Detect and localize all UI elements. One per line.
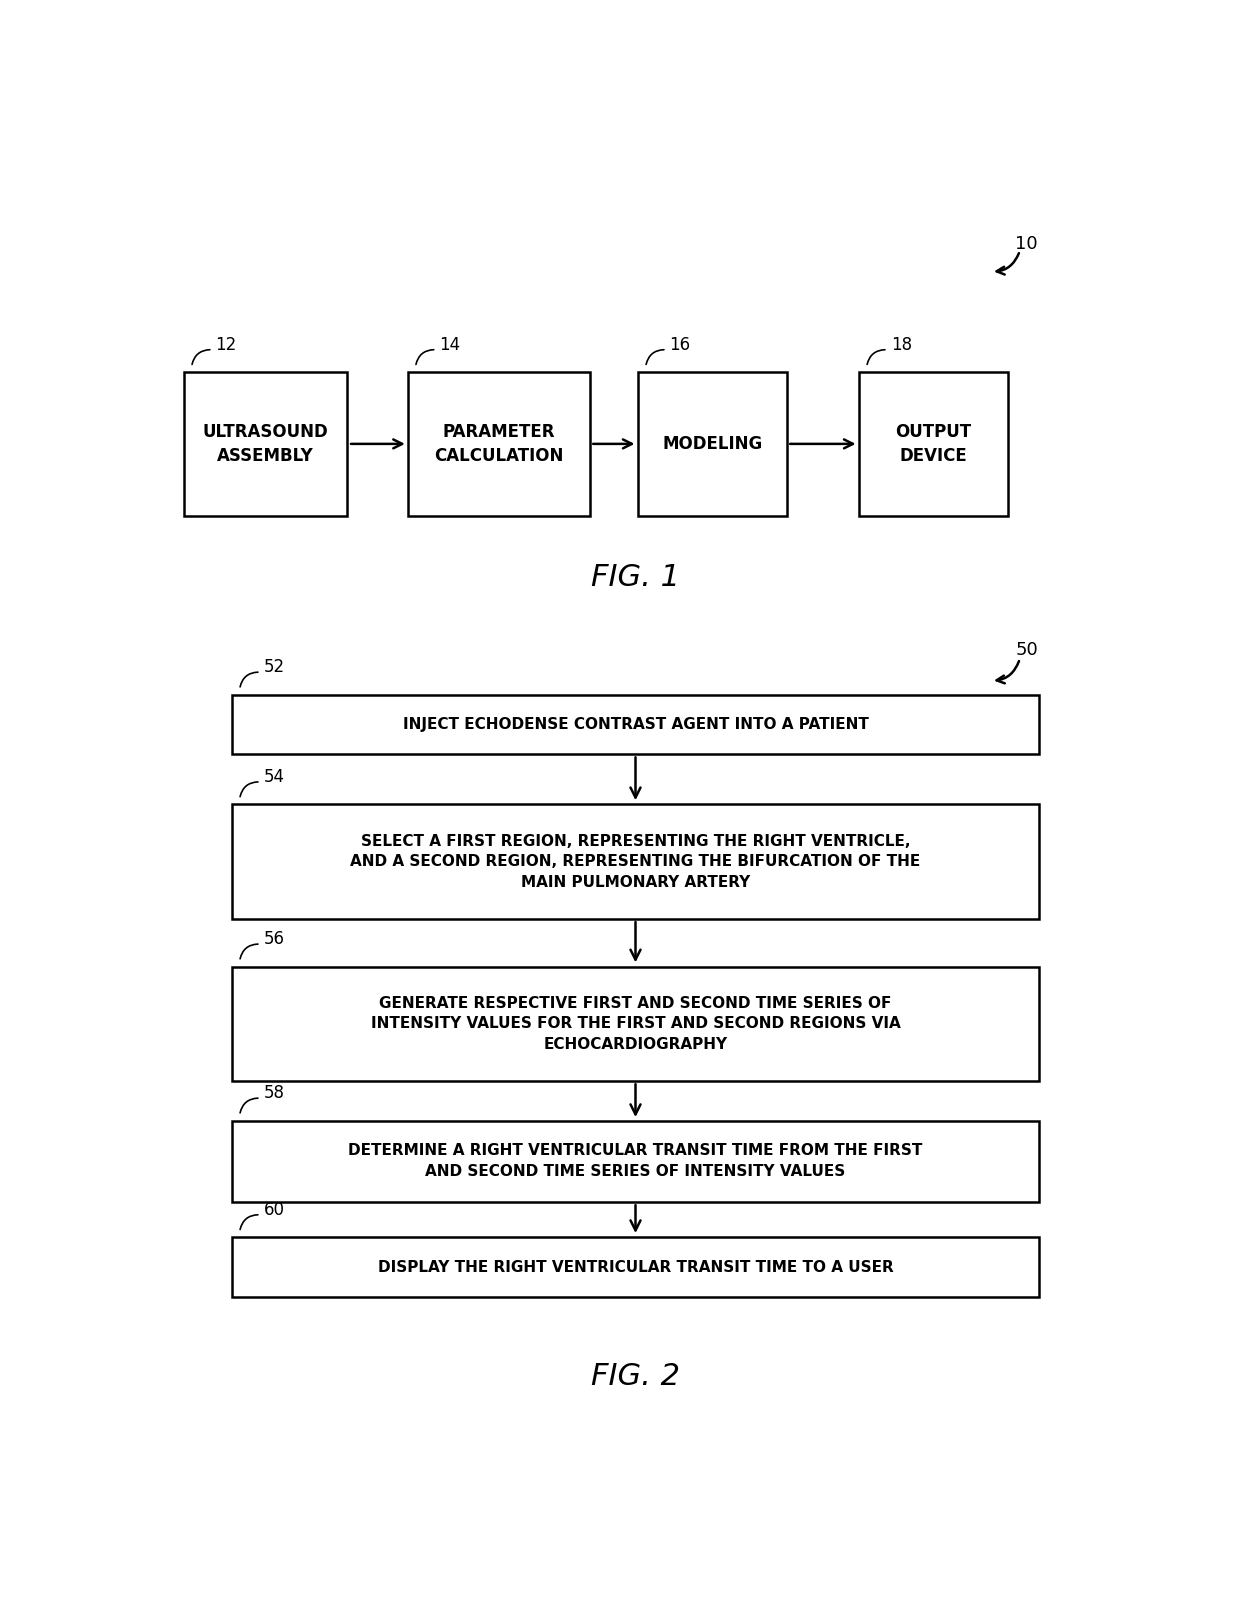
Text: INJECT ECHODENSE CONTRAST AGENT INTO A PATIENT: INJECT ECHODENSE CONTRAST AGENT INTO A P… [403, 718, 868, 732]
Text: DETERMINE A RIGHT VENTRICULAR TRANSIT TIME FROM THE FIRST
AND SECOND TIME SERIES: DETERMINE A RIGHT VENTRICULAR TRANSIT TI… [348, 1144, 923, 1179]
Text: MODELING: MODELING [662, 434, 763, 454]
Text: FIG. 2: FIG. 2 [591, 1362, 680, 1392]
Text: 14: 14 [439, 335, 460, 353]
Text: DISPLAY THE RIGHT VENTRICULAR TRANSIT TIME TO A USER: DISPLAY THE RIGHT VENTRICULAR TRANSIT TI… [378, 1260, 893, 1275]
Text: 54: 54 [264, 768, 285, 786]
Text: SELECT A FIRST REGION, REPRESENTING THE RIGHT VENTRICLE,
AND A SECOND REGION, RE: SELECT A FIRST REGION, REPRESENTING THE … [351, 834, 920, 889]
Text: 60: 60 [264, 1200, 285, 1218]
FancyBboxPatch shape [637, 373, 787, 515]
FancyBboxPatch shape [232, 695, 1039, 755]
FancyBboxPatch shape [232, 805, 1039, 919]
Text: 10: 10 [1016, 235, 1038, 253]
FancyBboxPatch shape [859, 373, 1008, 515]
Text: 12: 12 [216, 335, 237, 353]
Text: 16: 16 [670, 335, 691, 353]
FancyBboxPatch shape [184, 373, 347, 515]
Text: 58: 58 [264, 1084, 285, 1102]
Text: 52: 52 [264, 658, 285, 676]
Text: 56: 56 [264, 930, 285, 948]
FancyBboxPatch shape [232, 1238, 1039, 1298]
Text: GENERATE RESPECTIVE FIRST AND SECOND TIME SERIES OF
INTENSITY VALUES FOR THE FIR: GENERATE RESPECTIVE FIRST AND SECOND TIM… [371, 996, 900, 1051]
Text: 50: 50 [1016, 640, 1038, 659]
FancyBboxPatch shape [232, 1121, 1039, 1202]
Text: ULTRASOUND
ASSEMBLY: ULTRASOUND ASSEMBLY [202, 423, 329, 465]
Text: FIG. 1: FIG. 1 [591, 562, 680, 591]
FancyBboxPatch shape [408, 373, 590, 515]
Text: PARAMETER
CALCULATION: PARAMETER CALCULATION [434, 423, 564, 465]
FancyBboxPatch shape [232, 967, 1039, 1081]
Text: OUTPUT
DEVICE: OUTPUT DEVICE [895, 423, 971, 465]
Text: 18: 18 [890, 335, 911, 353]
